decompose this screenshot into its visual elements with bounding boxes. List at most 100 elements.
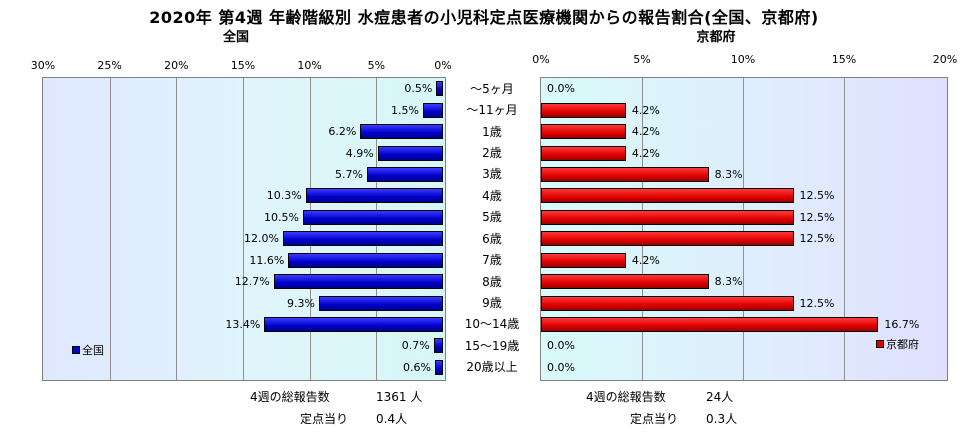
left-panel-title: 全国 [222, 30, 249, 45]
left-data-label: 0.6% [403, 360, 431, 374]
right-bar [541, 124, 626, 140]
right-tick-label: 15% [831, 53, 857, 66]
right-bar [541, 231, 794, 247]
left-tick-label: 25% [97, 59, 122, 72]
right-data-label: 4.2% [631, 253, 660, 267]
right-data-label: 0.0% [547, 82, 575, 96]
right-per-site-label: 定点当り [630, 412, 679, 426]
left-total-label: 4週の総報告数 [250, 390, 330, 404]
right-bar [541, 274, 709, 290]
category-label: 10～14歳 [464, 317, 520, 332]
right-tick-label: 0% [532, 53, 550, 66]
right-gridline [642, 78, 643, 380]
left-data-label: 11.6% [249, 253, 285, 267]
left-data-label: 0.7% [401, 339, 430, 353]
right-total-label: 4週の総報告数 [586, 390, 666, 404]
right-legend: 京都府 [876, 336, 919, 352]
right-gridline [743, 78, 744, 380]
left-total-value: 1361 人 [376, 390, 423, 404]
right-data-label: 0.0% [547, 360, 575, 374]
chart-title: 2020年 第4週 年齢階級別 水痘患者の小児科定点医療機関からの報告割合(全国… [149, 8, 819, 27]
left-data-label: 9.3% [287, 296, 315, 310]
right-data-label: 8.3% [714, 275, 743, 289]
right-bar [541, 252, 626, 268]
right-per-site-value: 0.3人 [706, 412, 738, 426]
category-label: 7歳 [482, 253, 502, 268]
category-label: 1歳 [482, 124, 502, 139]
left-bar [303, 209, 443, 225]
right-data-label: 12.5% [799, 296, 835, 310]
right-data-label: 4.2% [631, 125, 660, 139]
right-bar [541, 316, 879, 332]
right-gridline [844, 78, 845, 380]
left-tick-label: 5% [367, 59, 386, 72]
left-bar [283, 231, 443, 247]
category-label: 6歳 [482, 231, 502, 246]
left-bar [436, 81, 443, 97]
right-bar [541, 188, 794, 204]
left-gridline [109, 78, 111, 380]
left-per-site-label: 定点当り [300, 412, 349, 426]
right-data-label: 12.5% [799, 210, 835, 224]
right-total-value: 24人 [706, 390, 734, 404]
category-label: 4歳 [482, 188, 502, 203]
right-bar [541, 166, 709, 182]
left-tick-label: 10% [297, 59, 322, 72]
left-bar [273, 274, 443, 290]
right-data-label: 16.7% [884, 317, 920, 331]
left-legend: 全国 [72, 342, 104, 358]
right-legend-swatch [876, 340, 884, 348]
left-bar [367, 166, 443, 182]
left-bar [288, 252, 443, 268]
left-data-label: 10.5% [264, 210, 299, 224]
right-plot-area: 0.0% 4.2% 4.2% 4.2% 8.3% 12.5% 12.5% 12.5% 4.2% 8… [540, 77, 948, 381]
right-bar [541, 209, 794, 225]
right-data-label: 4.2% [631, 103, 660, 117]
category-label: 8歳 [482, 274, 502, 289]
right-legend-label: 京都府 [886, 338, 919, 351]
left-per-site-value: 0.4人 [376, 412, 408, 426]
right-data-label: 8.3% [714, 167, 743, 181]
left-data-label: 13.4% [225, 317, 261, 331]
category-label: 15～19歳 [464, 338, 520, 353]
left-data-label: 4.9% [345, 146, 374, 160]
left-tick-label: 15% [230, 59, 256, 72]
right-data-label: 12.5% [799, 232, 835, 246]
right-tick-label: 10% [730, 53, 756, 66]
category-label: ～11ヶ月 [466, 103, 518, 118]
right-data-label: 4.2% [631, 146, 660, 160]
right-panel-title: 京都府 [696, 30, 736, 45]
left-data-label: 5.7% [335, 167, 363, 181]
category-label: 9歳 [482, 296, 502, 310]
right-bar [541, 145, 626, 161]
left-gridline [243, 78, 244, 380]
left-data-label: 1.5% [391, 103, 419, 117]
right-tick-label: 5% [633, 53, 651, 66]
left-legend-label: 全国 [82, 344, 104, 357]
left-data-label: 0.5% [404, 82, 433, 96]
left-gridline [376, 78, 378, 380]
category-label: 2歳 [482, 146, 502, 160]
left-bar [435, 359, 443, 375]
right-bar [541, 102, 626, 118]
category-label: 3歳 [482, 167, 502, 182]
category-label: 20歳以上 [466, 360, 518, 375]
left-plot-area: 0.5% 1.5% 6.2% 4.9% 5.7% 10.3% 10.5% 12.0% 11.6%… [42, 77, 446, 381]
left-bar [377, 145, 443, 161]
right-tick-label: 20% [932, 53, 958, 66]
left-gridline [176, 78, 178, 380]
left-data-label: 12.0% [244, 232, 279, 246]
left-data-label: 12.7% [234, 275, 270, 289]
left-gridline [309, 78, 311, 380]
left-data-label: 6.2% [328, 125, 357, 139]
left-bar [433, 338, 443, 354]
left-bar [423, 102, 443, 118]
left-bar [319, 295, 443, 311]
category-label: 5歳 [482, 210, 502, 225]
left-legend-swatch [72, 346, 80, 354]
left-tick-label: 20% [164, 59, 189, 72]
left-tick-label: 30% [30, 59, 56, 72]
right-bar [541, 295, 794, 311]
left-bar [264, 316, 443, 332]
